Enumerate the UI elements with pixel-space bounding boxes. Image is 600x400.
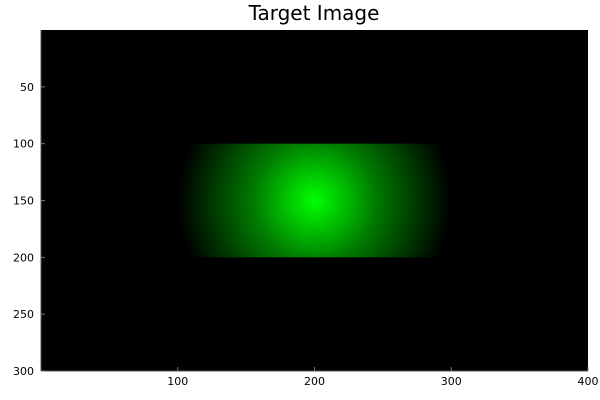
y-axis-ticks: 50 100 150 200 250 300 [13,81,45,378]
y-tick-label: 200 [13,251,34,264]
y-tick-label: 50 [20,81,34,94]
x-tick-label: 100 [167,375,188,388]
x-tick-label: 300 [441,375,462,388]
y-tick-label: 250 [13,308,34,321]
x-tick-label: 200 [304,375,325,388]
y-tick-label: 150 [13,195,34,208]
y-tick-label: 300 [13,365,34,378]
green-glow-region [177,143,452,258]
x-tick-label: 400 [578,375,599,388]
y-tick-label: 100 [13,138,34,151]
chart-title: Target Image [248,1,380,25]
x-axis-ticks: 100 200 300 400 [167,367,599,388]
